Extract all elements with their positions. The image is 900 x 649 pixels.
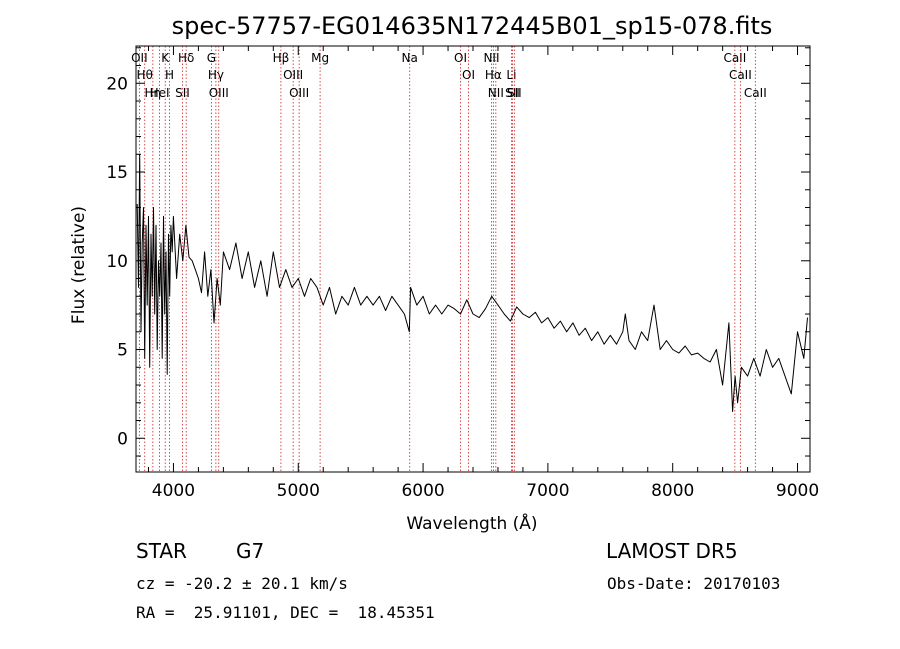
spectral-line-label: CaII <box>723 51 746 65</box>
spectral-line-label: NII <box>483 51 499 65</box>
x-tick-label: 8000 <box>651 481 694 501</box>
spectral-line-label: Hδ <box>178 51 194 65</box>
spectral-line-label: Hθ <box>137 68 153 82</box>
spectral-line-label: SII <box>175 86 190 100</box>
y-tick-label: 5 <box>117 341 128 361</box>
spectrum-series-line <box>136 153 808 413</box>
spectral-line-label: Hη <box>145 86 162 100</box>
spectral-line-label: Hα <box>485 68 502 82</box>
spectral-line-label: Mg <box>311 51 329 65</box>
x-tick-label: 7000 <box>526 481 569 501</box>
coordinates-readout: RA = 25.91101, DEC = 18.45351 <box>136 603 435 622</box>
y-tick-label: 15 <box>106 163 128 183</box>
y-tick-label: 10 <box>106 252 128 272</box>
spectral-line-label: Hβ <box>273 51 290 65</box>
y-tick-label: 20 <box>106 74 128 94</box>
spectral-line-label: SII <box>507 86 522 100</box>
spectral-line-label: Hγ <box>208 68 224 82</box>
spectral-line-label: H <box>165 68 174 82</box>
x-axis-label: Wavelength (Å) <box>406 512 537 534</box>
spectral-line-label: CaII <box>744 86 767 100</box>
spectral-line-label: K <box>161 51 170 65</box>
spectral-line-label: OI <box>454 51 467 65</box>
axis-ticks: 4000 5000 6000 7000 8000 9000 0 5 10 15 20 <box>106 46 819 501</box>
spectral-line-label: G <box>207 51 216 65</box>
object-subclass: G7 <box>236 539 265 563</box>
x-tick-label: 4000 <box>152 481 195 501</box>
x-tick-label: 5000 <box>277 481 320 501</box>
spectral-line-label: OIII <box>289 86 309 100</box>
chart-title: spec-57757-EG014635N172445B01_sp15-078.f… <box>172 12 773 40</box>
y-tick-label: 0 <box>117 429 128 449</box>
spectral-line-label: SII <box>505 86 520 100</box>
object-class: STAR <box>136 539 187 563</box>
spectral-line-label: HeI <box>150 86 170 100</box>
spectral-line-label: Na <box>402 51 418 65</box>
x-tick-label: 9000 <box>776 481 819 501</box>
spectral-line-label: OIII <box>209 86 229 100</box>
redshift-readout: cz = -20.2 ± 20.1 km/s <box>136 574 348 593</box>
spectral-line-label: NII <box>488 86 504 100</box>
survey-name: LAMOST DR5 <box>606 539 738 563</box>
series-layer <box>136 153 808 413</box>
spectral-line-label: CaII <box>729 68 752 82</box>
spectral-line-label: Li <box>506 68 516 82</box>
obs-date: Obs-Date: 20170103 <box>607 574 781 593</box>
spectral-line-label: OII <box>131 51 148 65</box>
spectral-line-label: OI <box>462 68 475 82</box>
x-tick-label: 6000 <box>401 481 444 501</box>
spectral-line-label: OIII <box>283 68 303 82</box>
y-axis-label: Flux (relative) <box>69 206 89 324</box>
axes-frame <box>135 45 811 473</box>
